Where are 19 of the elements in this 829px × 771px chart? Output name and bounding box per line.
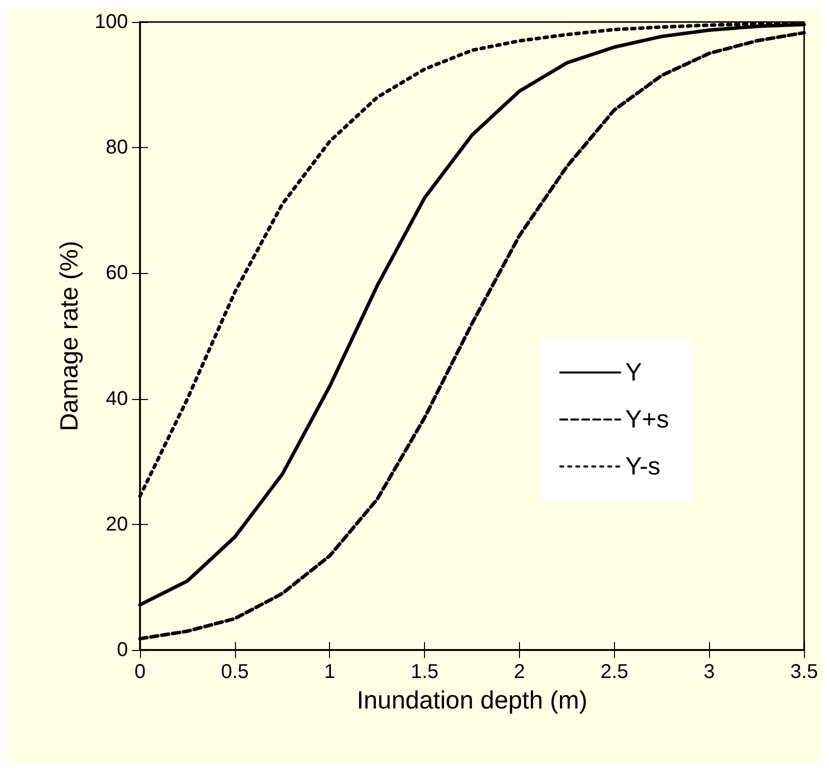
y-tick-label: 20 [106, 513, 128, 536]
y-tick-label: 100 [94, 11, 128, 33]
x-tick-label: 2.5 [600, 661, 628, 683]
x-tick-label: 2 [514, 661, 526, 683]
legend-label: Y [625, 358, 642, 386]
x-tick-label: 3 [704, 661, 715, 683]
x-tick-label: 1.5 [410, 661, 439, 683]
x-tick-label: 0.5 [220, 661, 249, 683]
x-tick-label: 1 [324, 661, 336, 683]
y-tick-label: 0 [116, 639, 128, 661]
legend-label: Y+s [625, 406, 670, 434]
x-axis-title: Inundation depth (m) [356, 686, 588, 714]
y-tick-label: 60 [106, 262, 128, 284]
x-tick-label: 3.5 [790, 661, 818, 683]
legend-label: Y-s [625, 452, 660, 480]
y-axis-title: Damage rate (%) [56, 240, 84, 432]
y-tick-label: 80 [106, 136, 128, 159]
y-tick-label: 40 [106, 388, 128, 410]
x-tick-label: 0 [134, 661, 146, 683]
